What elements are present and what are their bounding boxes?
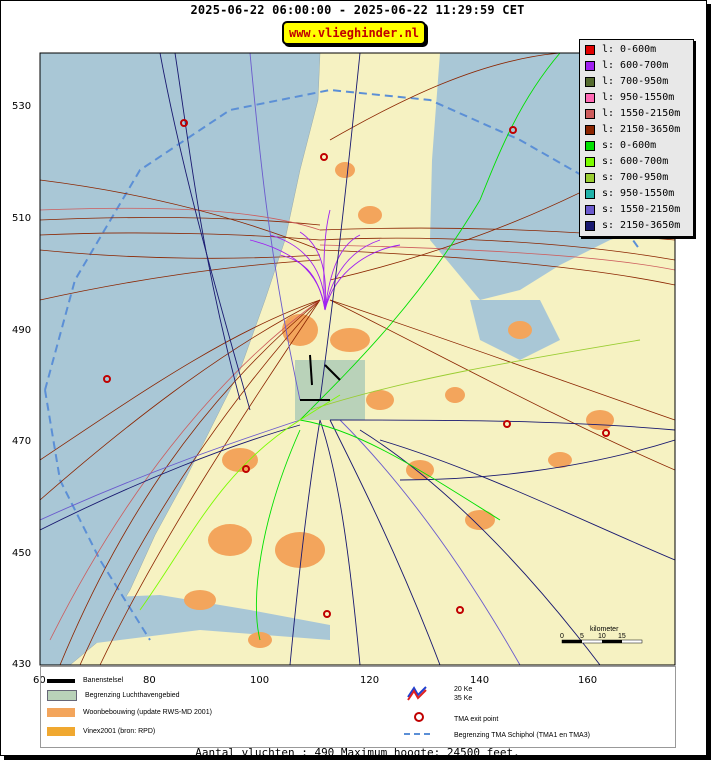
tma-boundary-icon [404, 733, 434, 735]
y-tick: 470 [12, 436, 32, 447]
altitude-legend-row: l: 700-950m [585, 75, 668, 88]
altitude-color-swatch [585, 92, 595, 103]
altitude-legend-label: l: 1550-2150m [602, 108, 681, 119]
altitude-color-swatch [585, 220, 595, 231]
scalebar-tick: 15 [618, 633, 626, 640]
altitude-legend-row: l: 0-600m [585, 43, 656, 56]
tma-exit-icon [414, 712, 424, 722]
scalebar-tick: 10 [598, 633, 606, 640]
ke-contour-icon [407, 686, 427, 701]
altitude-legend-row: s: 600-700m [585, 155, 668, 168]
altitude-legend-label: l: 600-700m [602, 60, 669, 71]
altitude-color-swatch [585, 76, 595, 87]
legend-runways-label: Banenstelsel [83, 677, 124, 684]
altitude-legend-row: s: 950-1550m [585, 187, 674, 200]
map-legend: Banenstelsel Begrenzing Luchthavengebied… [40, 666, 676, 748]
map-border [39, 52, 676, 666]
legend-vinex-label: Vinex2001 (bron: RPD) [83, 728, 156, 735]
legend-tma-boundary: Begrenzing TMA Schiphol (TMA1 en TMA3) [454, 732, 590, 739]
altitude-legend-label: l: 0-600m [602, 44, 657, 55]
tma-exit-points [103, 119, 610, 618]
altitude-legend-row: l: 1550-2150m [585, 107, 680, 120]
altitude-color-swatch [585, 156, 595, 167]
legend-runways: Banenstelsel [47, 677, 123, 684]
legend-housing: Woonbebouwing (update RWS-MD 2001) [47, 708, 212, 717]
legend-airport-label: Begrenzing Luchthavengebied [85, 692, 180, 699]
altitude-legend-row: l: 950-1550m [585, 91, 674, 104]
altitude-legend-row: s: 1550-2150m [585, 203, 680, 216]
housing-swatch [47, 708, 75, 717]
altitude-color-swatch [585, 44, 595, 55]
time-range-title: 2025-06-22 06:00:00 - 2025-06-22 11:29:5… [190, 3, 525, 17]
y-tick: 430 [12, 659, 32, 670]
altitude-legend-row: s: 0-600m [585, 139, 656, 152]
legend-20ke: 20 Ke [454, 686, 473, 693]
altitude-legend-label: s: 0-600m [602, 140, 657, 151]
legend-tma-exit: TMA exit point [454, 716, 499, 723]
x-tick: 100 [250, 675, 270, 686]
legend-vinex: Vinex2001 (bron: RPD) [47, 727, 155, 736]
legend-housing-label: Woonbebouwing (update RWS-MD 2001) [83, 709, 212, 716]
airport-swatch [47, 690, 77, 701]
runway-swatch [47, 678, 75, 683]
scalebar-tick: 5 [580, 633, 584, 640]
x-tick: 140 [470, 675, 490, 686]
legend-airport-boundary: Begrenzing Luchthavengebied [47, 690, 180, 701]
x-tick: 120 [360, 675, 380, 686]
altitude-color-swatch [585, 140, 595, 151]
vlieghinder-link[interactable]: www.vlieghinder.nl [282, 21, 426, 45]
x-tick: 80 [143, 675, 156, 686]
altitude-legend-label: s: 600-700m [602, 156, 669, 167]
altitude-color-swatch [585, 60, 595, 71]
altitude-legend-label: l: 700-950m [602, 76, 669, 87]
x-tick: 60 [33, 675, 46, 686]
altitude-legend-label: s: 1550-2150m [602, 204, 681, 215]
scalebar-tick: 0 [560, 633, 564, 640]
altitude-color-swatch [585, 188, 595, 199]
altitude-color-swatch [585, 108, 595, 119]
altitude-color-swatch [585, 204, 595, 215]
scalebar [561, 639, 643, 644]
y-tick: 490 [12, 325, 32, 336]
altitude-legend: l: 0-600m l: 600-700m l: 700-950m l: 950-15… [579, 39, 694, 237]
altitude-color-swatch [585, 124, 595, 135]
altitude-legend-label: l: 2150-3650m [602, 124, 681, 135]
scalebar-label: kilometer [590, 626, 619, 633]
altitude-legend-row: l: 2150-3650m [585, 123, 680, 136]
y-tick: 510 [12, 213, 32, 224]
altitude-color-swatch [585, 172, 595, 183]
flight-tracks-green [139, 53, 641, 641]
legend-35ke: 35 Ke [454, 695, 473, 702]
altitude-legend-label: s: 950-1550m [602, 188, 675, 199]
estuary [40, 595, 330, 650]
y-tick: 450 [12, 548, 32, 559]
altitude-legend-row: s: 700-950m [585, 171, 668, 184]
vinex-swatch [47, 727, 75, 736]
runways [300, 354, 341, 401]
flight-count-footer: Aantal vluchten : 490 Maximum hoogte: 24… [195, 746, 520, 759]
altitude-legend-label: l: 950-1550m [602, 92, 675, 103]
x-tick: 160 [578, 675, 598, 686]
flight-tracks-west [40, 179, 321, 665]
tma-boundary [44, 88, 641, 641]
altitude-legend-row: l: 600-700m [585, 59, 668, 72]
altitude-legend-label: s: 700-950m [602, 172, 669, 183]
y-tick: 530 [12, 101, 32, 112]
altitude-legend-label: s: 2150-3650m [602, 220, 681, 231]
altitude-legend-row: s: 2150-3650m [585, 219, 680, 232]
